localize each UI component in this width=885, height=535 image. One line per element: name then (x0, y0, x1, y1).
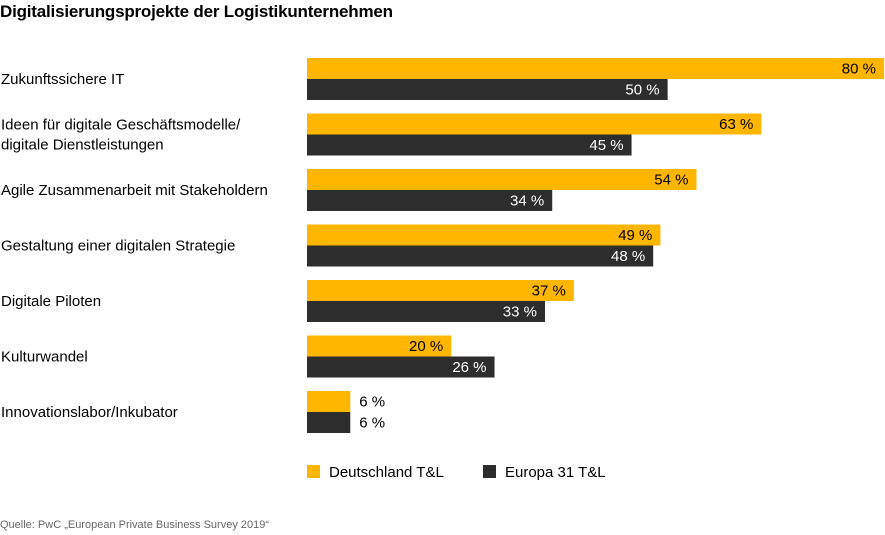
bar-europa (307, 190, 553, 211)
data-label: 6 % (359, 394, 385, 411)
data-label: 34 % (510, 193, 544, 210)
category-label: Innovationslabor/Inkubator (1, 404, 178, 421)
data-label: 26 % (452, 359, 486, 376)
bar-deutschland (307, 224, 661, 246)
category-label: Kulturwandel (1, 349, 88, 366)
legend-swatch (307, 465, 320, 478)
data-label: 33 % (503, 304, 537, 321)
bar-europa (307, 356, 495, 378)
source-note: Quelle: PwC „European Private Business S… (0, 519, 270, 531)
data-label: 6 % (359, 415, 385, 432)
category-label: Agile Zusammenarbeit mit Stakeholdern (1, 182, 268, 199)
category-label: Zukunftssichere IT (1, 71, 124, 88)
legend-label: Deutschland T&L (329, 464, 444, 481)
legend-label: Europa 31 T&L (505, 464, 606, 481)
category-label: Gestaltung einer digitalen Strategie (1, 238, 235, 255)
bar-europa (307, 79, 668, 100)
bar-deutschland (307, 335, 452, 357)
bar-deutschland (307, 169, 697, 190)
category-label: Digitale Piloten (1, 293, 101, 310)
bar-europa (307, 412, 351, 433)
bar-europa (307, 301, 546, 322)
bar-deutschland (307, 391, 351, 412)
category-label: digitale Dienstleistungen (1, 137, 164, 154)
data-label: 54 % (654, 172, 688, 189)
bar-europa (307, 245, 654, 267)
data-label: 20 % (409, 338, 443, 355)
bar-deutschland (307, 58, 884, 79)
bar-europa (307, 134, 632, 156)
data-label: 48 % (611, 248, 645, 265)
data-label: 80 % (842, 61, 876, 78)
chart-title: Digitalisierungsprojekte der Logistikunt… (0, 2, 393, 21)
bar-deutschland (307, 280, 574, 301)
legend-swatch (483, 465, 496, 478)
data-label: 63 % (719, 116, 753, 133)
data-label: 37 % (532, 283, 566, 300)
category-label: Ideen für digitale Geschäftsmodelle/ (1, 117, 241, 134)
bar-deutschland (307, 113, 762, 135)
data-label: 45 % (589, 137, 623, 154)
data-label: 49 % (618, 227, 652, 244)
data-label: 50 % (625, 82, 659, 99)
